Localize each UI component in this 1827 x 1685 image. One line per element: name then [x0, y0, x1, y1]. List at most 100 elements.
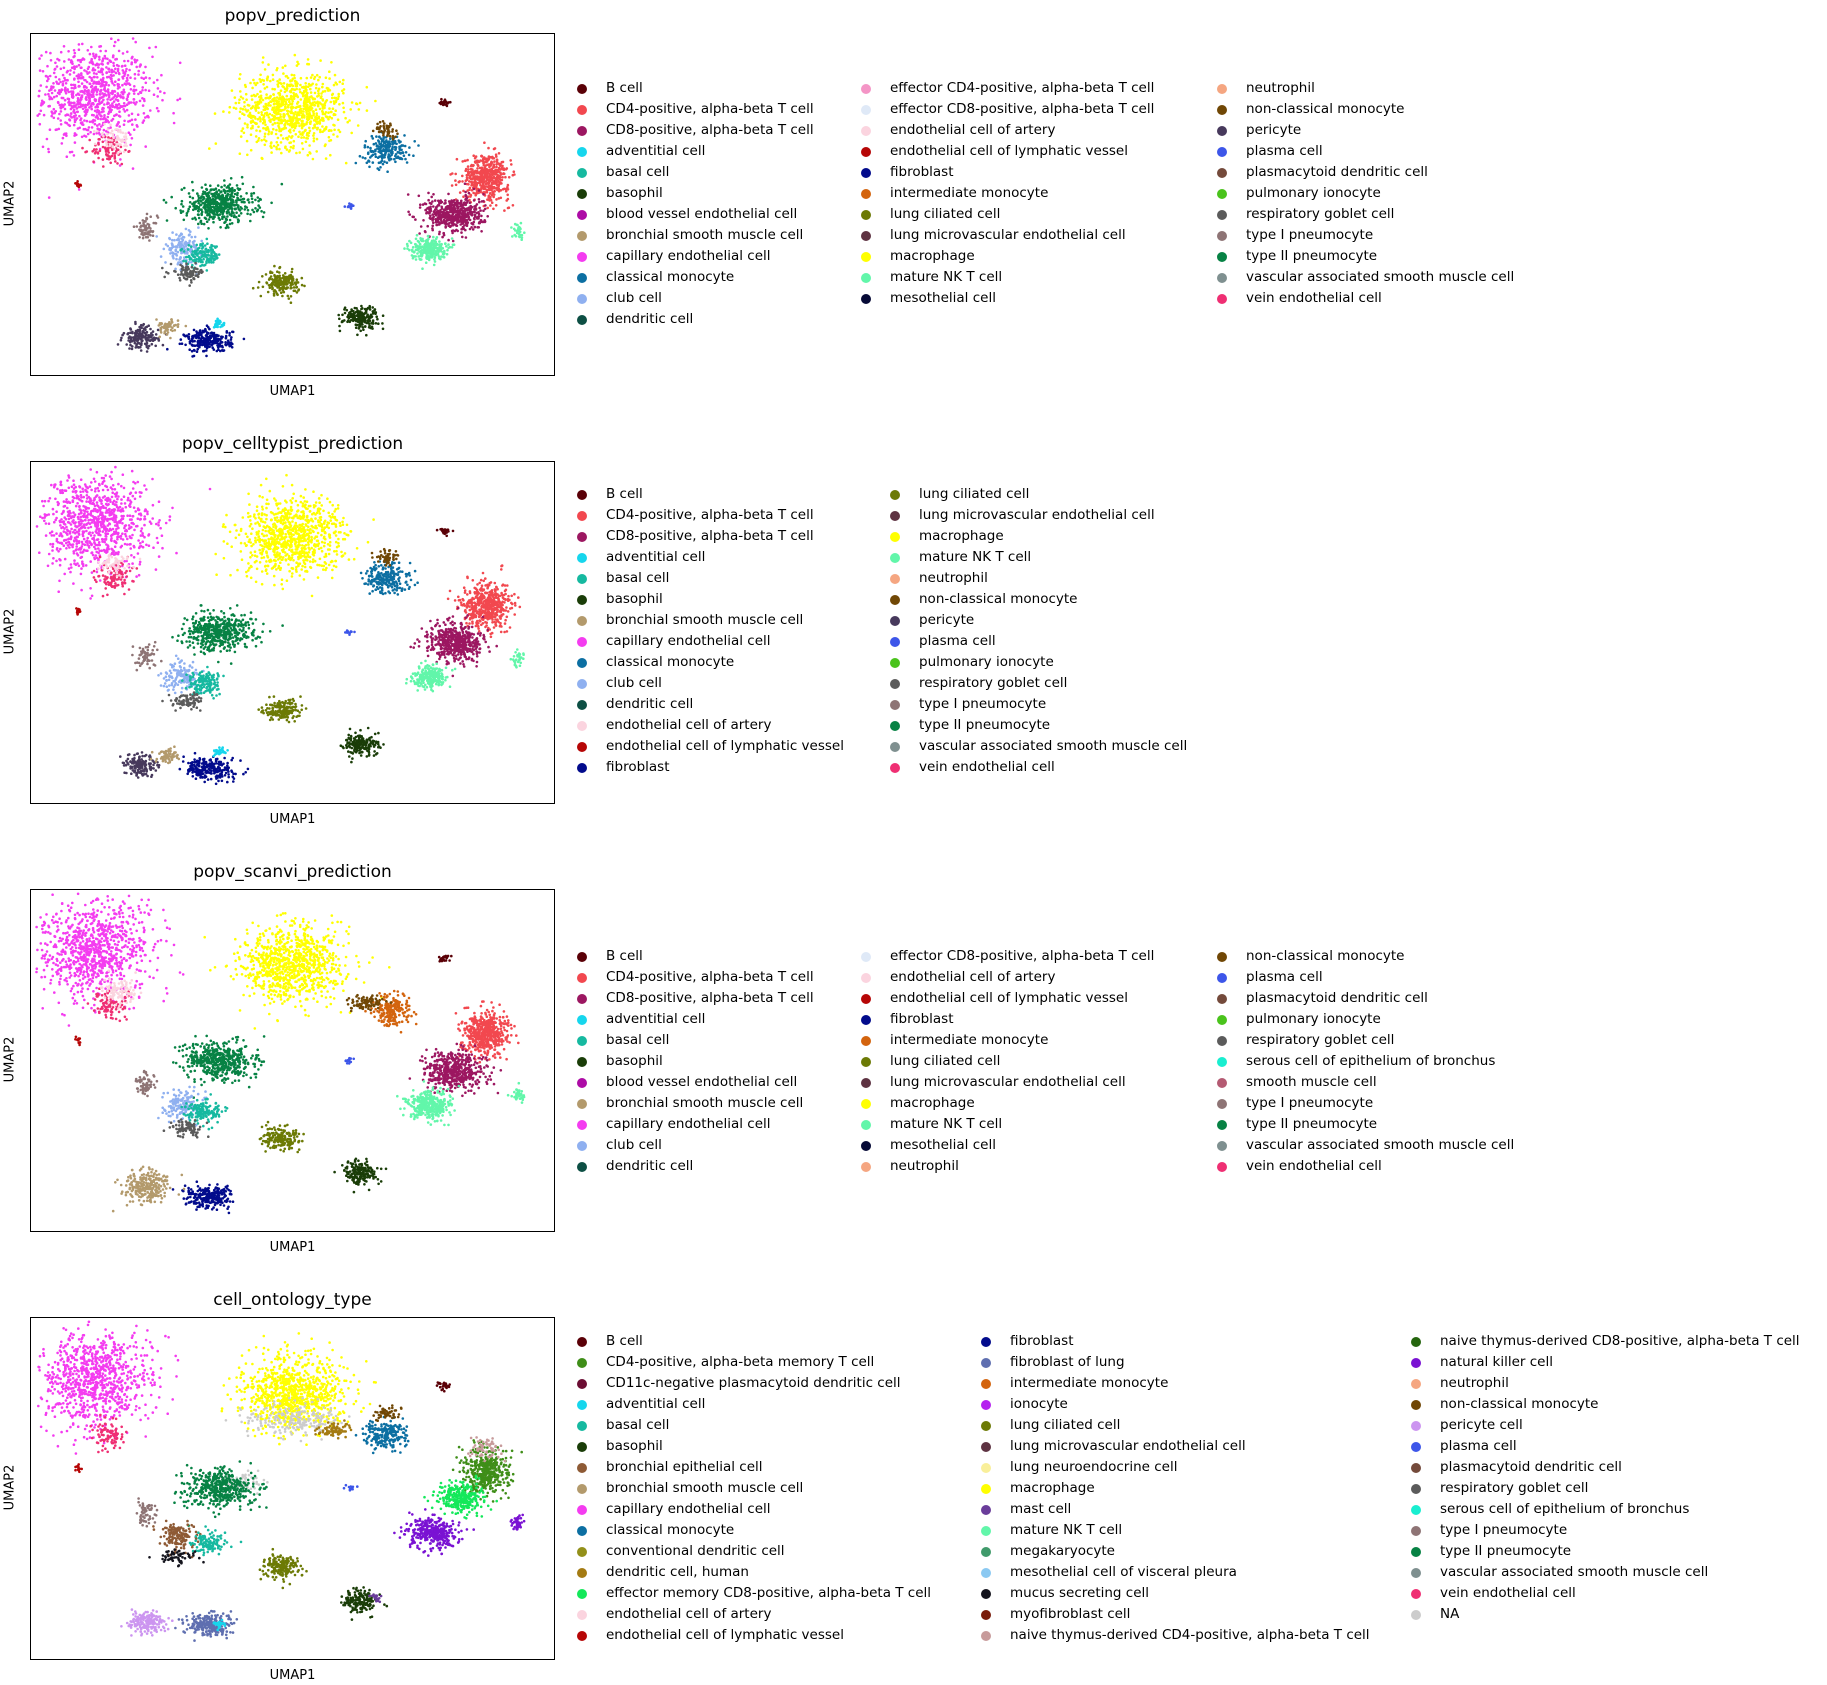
scatter-point	[431, 200, 434, 203]
scatter-point	[271, 73, 275, 77]
scatter-point	[341, 82, 345, 85]
scatter-point	[111, 102, 114, 105]
scatter-point	[319, 118, 322, 122]
scatter-point	[179, 211, 183, 214]
scatter-point	[256, 100, 259, 104]
scatter-point	[75, 107, 79, 110]
scatter-point	[301, 91, 305, 95]
scatter-point	[440, 219, 443, 222]
scatter-point	[73, 78, 76, 81]
scatter-point	[412, 154, 415, 157]
scatter-point	[228, 334, 231, 337]
scatter-point	[204, 327, 207, 331]
scatter-point	[202, 257, 205, 261]
scatter-point	[127, 336, 131, 340]
scatter-point	[497, 179, 500, 183]
scatter-point	[58, 89, 61, 92]
scatter-point	[419, 225, 423, 228]
scatter-point	[288, 84, 292, 88]
scatter-point	[73, 134, 76, 137]
scatter-point	[483, 156, 486, 159]
scatter-point	[448, 208, 452, 211]
scatter-point	[169, 328, 173, 332]
scatter-point	[493, 160, 496, 163]
scatter-point	[217, 348, 220, 352]
scatter-point	[389, 151, 393, 154]
scatter-canvas	[36, 37, 526, 358]
scatter-point	[216, 184, 220, 187]
scatter-point	[201, 343, 204, 347]
scatter-point	[289, 141, 293, 144]
scatter-point	[231, 342, 234, 346]
scatter-point	[326, 88, 330, 92]
scatter-point	[333, 128, 336, 132]
scatter-point	[362, 315, 365, 319]
scatter-point	[101, 140, 105, 144]
scatter-point	[505, 167, 509, 170]
scatter-point	[78, 114, 81, 118]
scatter-point	[286, 85, 289, 88]
scatter-point	[204, 253, 207, 256]
scatter-point	[50, 91, 54, 95]
scatter-point	[156, 328, 160, 332]
scatter-point	[231, 199, 235, 202]
scatter-series	[438, 97, 452, 108]
scatter-point	[185, 255, 188, 259]
scatter-point	[417, 144, 420, 147]
scatter-point	[437, 213, 440, 217]
scatter-point	[190, 253, 194, 256]
scatter-point	[293, 53, 297, 57]
scatter-point	[461, 221, 465, 225]
scatter-point	[90, 79, 94, 82]
scatter-point	[249, 133, 253, 136]
scatter-point	[238, 98, 241, 101]
scatter-point	[171, 255, 175, 258]
scatter-point	[497, 184, 501, 188]
scatter-point	[124, 135, 128, 138]
scatter-point	[196, 331, 200, 335]
scatter-point	[332, 123, 335, 127]
scatter-point	[308, 84, 312, 87]
scatter-point	[197, 226, 200, 229]
scatter-point	[125, 76, 129, 80]
scatter-point	[85, 80, 89, 84]
scatter-point	[126, 50, 129, 54]
scatter-point	[83, 78, 86, 82]
scatter-point	[341, 313, 344, 317]
scatter-point	[287, 104, 290, 107]
scatter-point	[74, 105, 77, 108]
scatter-point	[489, 192, 492, 195]
scatter-point	[252, 185, 255, 189]
scatter-point	[263, 120, 266, 124]
scatter-point	[295, 105, 299, 109]
scatter-point	[378, 149, 382, 153]
scatter-point	[244, 85, 247, 89]
scatter-point	[363, 144, 367, 147]
scatter-point	[194, 270, 198, 274]
scatter-point	[98, 58, 101, 61]
scatter-point	[316, 127, 319, 131]
scatter-point	[108, 70, 111, 73]
scatter-point	[77, 188, 81, 191]
scatter-point	[364, 311, 368, 314]
scatter-point	[106, 115, 110, 119]
scatter-point	[109, 98, 112, 102]
scatter-point	[464, 169, 468, 172]
scatter-point	[118, 106, 121, 110]
scatter-point	[472, 220, 476, 224]
scatter-point	[225, 331, 229, 334]
scatter-point	[500, 178, 504, 182]
scatter-point	[311, 110, 315, 113]
scatter-point	[274, 108, 278, 111]
scatter-point	[263, 132, 267, 136]
scatter-point	[278, 119, 281, 122]
scatter-point	[182, 259, 185, 263]
scatter-point	[306, 115, 309, 119]
scatter-point	[273, 284, 277, 287]
scatter-point	[381, 327, 385, 331]
scatter-point	[114, 103, 118, 107]
scatter-point	[180, 233, 184, 236]
scatter-point	[96, 88, 100, 91]
scatter-point	[299, 107, 303, 111]
scatter-point	[217, 253, 221, 256]
